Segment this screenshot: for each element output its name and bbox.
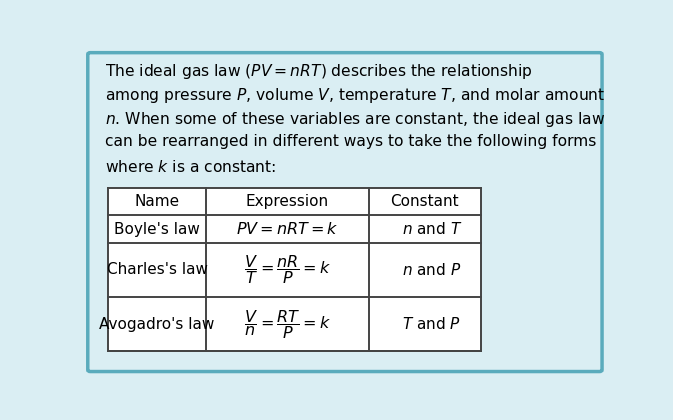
Text: Charles's law: Charles's law (106, 262, 207, 277)
Text: Expression: Expression (246, 194, 329, 209)
Text: $n$ and $P$: $n$ and $P$ (402, 262, 462, 278)
FancyBboxPatch shape (87, 52, 602, 372)
Text: Name: Name (135, 194, 180, 209)
Text: Constant: Constant (390, 194, 459, 209)
Text: Boyle's law: Boyle's law (114, 221, 200, 236)
Text: among pressure $P$, volume $V$, temperature $T$, and molar amount: among pressure $P$, volume $V$, temperat… (105, 86, 606, 105)
Text: $T$ and $P$: $T$ and $P$ (402, 316, 461, 332)
Text: $\dfrac{V}{n} = \dfrac{RT}{P} = k$: $\dfrac{V}{n} = \dfrac{RT}{P} = k$ (244, 307, 331, 341)
Text: where $k$ is a constant:: where $k$ is a constant: (105, 159, 277, 175)
Text: The ideal gas law ($PV = nRT$) describes the relationship: The ideal gas law ($PV = nRT$) describes… (105, 62, 533, 81)
Text: $PV = nRT = k$: $PV = nRT = k$ (236, 221, 339, 237)
Bar (108, 188, 481, 351)
Text: $n$. When some of these variables are constant, the ideal gas law: $n$. When some of these variables are co… (105, 110, 605, 129)
Text: $n$ and $T$: $n$ and $T$ (402, 221, 462, 237)
Text: $\dfrac{V}{T} = \dfrac{nR}{P} = k$: $\dfrac{V}{T} = \dfrac{nR}{P} = k$ (244, 253, 331, 286)
Text: can be rearranged in different ways to take the following forms: can be rearranged in different ways to t… (105, 134, 596, 150)
Text: Avogadro's law: Avogadro's law (100, 317, 215, 331)
